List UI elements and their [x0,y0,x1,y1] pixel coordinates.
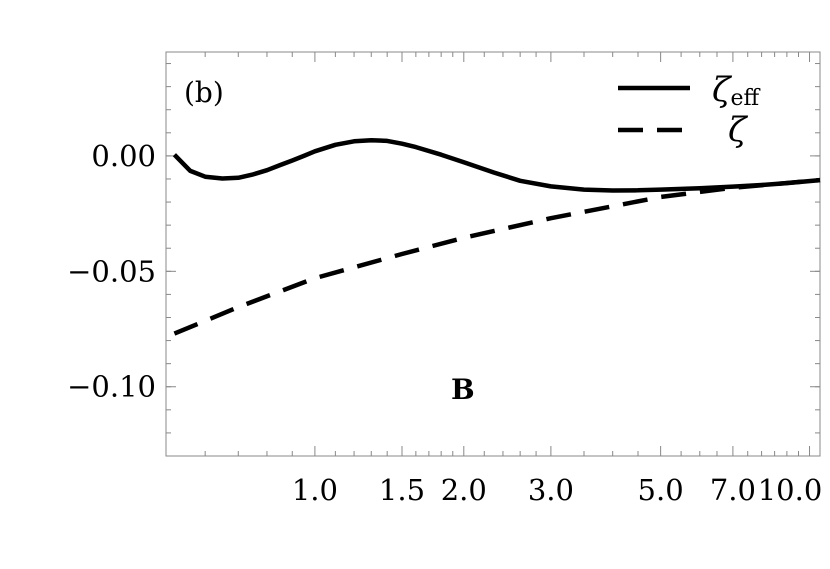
legend-label-zeta-eff: ζeff [712,70,760,111]
legend-zeta-eff-subscript: eff [730,86,760,111]
minor-ticks [166,52,820,457]
x-tick-label: 1.0 [292,473,338,507]
x-tick-label: 3.0 [528,473,574,507]
legend-label-zeta: ζ [728,110,749,150]
x-tick-labels: 1.0 1.5 2.0 3.0 5.0 7.0 10.0 [292,473,822,507]
plot-frame [165,51,821,457]
y-tick-label: −0.05 [67,254,156,288]
x-tick-label: 2.0 [441,473,487,507]
y-tick-labels: 0.00 −0.05 −0.10 [67,139,156,404]
panel-label: (b) [184,76,224,109]
major-ticks [166,52,820,456]
legend: ζeff ζ [618,70,760,150]
series-zeta-eff-line [172,137,821,193]
series-layer [172,137,821,336]
series-zeta-line [173,177,821,336]
y-tick-label: −0.10 [67,370,156,404]
x-tick-label: 10.0 [758,473,823,507]
x-tick-label: 5.0 [638,473,684,507]
annotation-label: B [451,373,475,406]
x-tick-label: 1.5 [379,473,425,507]
y-tick-label: 0.00 [91,139,156,173]
x-tick-label: 7.0 [710,473,756,507]
legend-zeta-eff-symbol: ζ [712,70,733,110]
